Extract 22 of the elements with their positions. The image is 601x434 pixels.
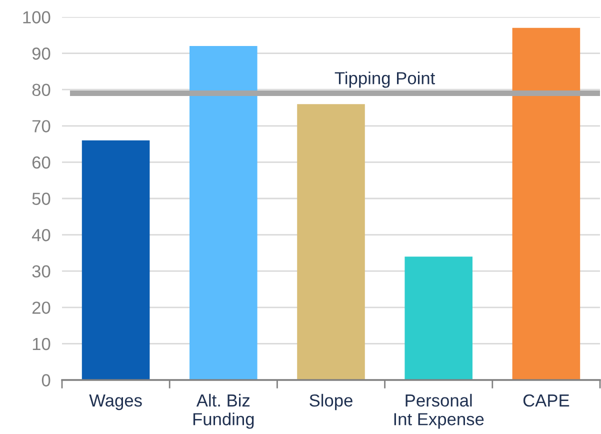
- bar: [297, 104, 365, 380]
- y-tick-label: 80: [32, 84, 50, 96]
- y-tick-label: 100: [23, 11, 50, 24]
- y-tick-label: 50: [32, 192, 50, 205]
- ref-line-label: Tipping Point: [334, 72, 436, 88]
- y-tick-label: 30: [32, 265, 50, 278]
- x-tick-label: Wages: [89, 394, 142, 410]
- x-tick-label: Slope: [310, 394, 352, 410]
- y-tick-label: 90: [32, 47, 50, 60]
- y-tick-label: 0: [42, 374, 50, 386]
- y-tick-label: 10: [32, 338, 50, 350]
- bar: [82, 140, 150, 380]
- x-tick-label: Personal Int Expense: [394, 394, 484, 429]
- y-tick-label: 70: [32, 120, 50, 132]
- y-tick-label: 20: [32, 302, 50, 314]
- y-tick-label: 40: [32, 228, 50, 242]
- x-tick-label: Alt. Biz Funding: [193, 394, 254, 429]
- bar: [404, 256, 472, 380]
- y-tick-label: 60: [32, 156, 50, 169]
- bar: [512, 28, 580, 380]
- x-tick-label: CAPE: [523, 394, 570, 407]
- bar: [190, 46, 258, 380]
